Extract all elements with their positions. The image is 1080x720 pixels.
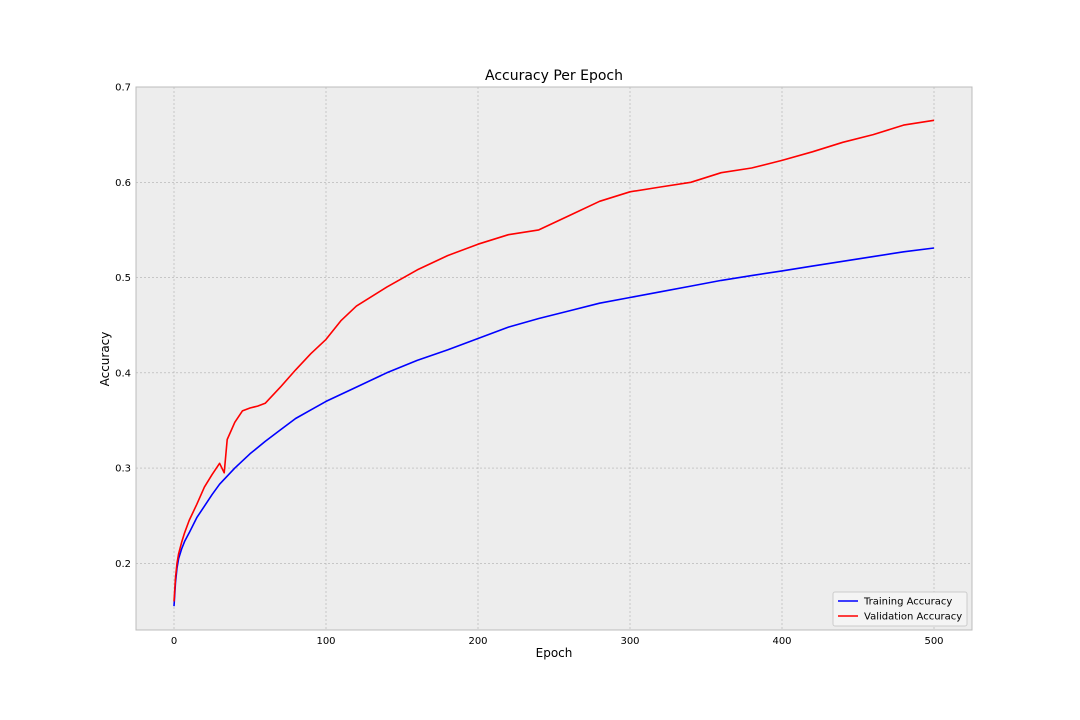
x-axis-label: Epoch xyxy=(536,646,573,660)
y-tick-label: 0.5 xyxy=(115,273,131,284)
legend-label-validation: Validation Accuracy xyxy=(864,612,962,623)
y-tick-label: 0.7 xyxy=(115,83,131,94)
plot-background xyxy=(136,87,972,630)
y-axis-ticks: 0.2 0.3 0.4 0.5 0.6 0.7 xyxy=(115,83,131,570)
validation-accuracy-line xyxy=(173,119,935,602)
x-tick-label: 200 xyxy=(468,636,487,647)
x-axis-ticks: 0 100 200 300 400 500 xyxy=(171,636,944,647)
series-lines xyxy=(173,119,935,607)
y-tick-label: 0.6 xyxy=(115,178,131,189)
legend-box xyxy=(832,591,968,627)
x-tick-label: 0 xyxy=(171,636,177,647)
chart-title: Accuracy Per Epoch xyxy=(485,68,623,84)
legend: Training Accuracy Validation Accuracy xyxy=(832,591,968,627)
x-tick-label: 400 xyxy=(772,636,791,647)
x-tick-label: 300 xyxy=(620,636,639,647)
y-tick-label: 0.4 xyxy=(115,368,131,379)
y-tick-label: 0.3 xyxy=(115,464,131,475)
legend-label-training: Training Accuracy xyxy=(863,597,952,608)
x-tick-label: 500 xyxy=(924,636,943,647)
training-accuracy-line xyxy=(173,247,935,607)
y-axis-label: Accuracy xyxy=(98,332,112,387)
x-tick-label: 100 xyxy=(316,636,335,647)
y-tick-label: 0.2 xyxy=(115,559,131,570)
plot-frame xyxy=(135,86,973,631)
